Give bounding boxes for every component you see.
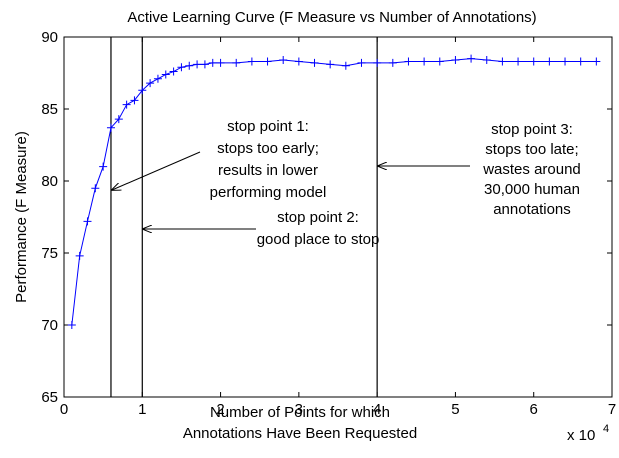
point-marker <box>99 162 108 171</box>
point-marker <box>169 67 178 76</box>
point-marker <box>482 56 491 65</box>
x-multiplier: x 10 <box>567 427 595 444</box>
point-marker <box>75 251 84 260</box>
annotation: stop point 3: <box>491 121 573 138</box>
point-marker <box>122 100 131 109</box>
point-marker <box>247 57 256 66</box>
point-marker <box>326 60 335 69</box>
point-marker <box>341 61 350 70</box>
point-marker <box>208 58 217 67</box>
x-tick-label: 5 <box>451 401 459 418</box>
x-tick-label: 4 <box>373 401 381 418</box>
plot-frame <box>63 36 613 398</box>
x-axis-label: Number of Points for which <box>210 404 390 421</box>
x-multiplier-exponent: 4 <box>603 423 609 435</box>
annotation: stop point 1: <box>227 118 309 135</box>
point-marker <box>146 79 155 88</box>
annotation: stops too late; <box>485 141 578 158</box>
y-tick-label: 70 <box>41 317 58 334</box>
point-marker <box>130 96 139 105</box>
point-marker <box>161 70 170 79</box>
x-axis-label: Annotations Have Been Requested <box>183 425 417 442</box>
annotation-arrow <box>112 151 201 190</box>
annotation: annotations <box>493 201 571 218</box>
point-marker <box>404 57 413 66</box>
point-marker <box>388 58 397 67</box>
point-marker <box>232 58 241 67</box>
point-marker <box>193 60 202 69</box>
point-marker <box>153 74 162 83</box>
x-tick-label: 3 <box>295 401 303 418</box>
point-marker <box>545 57 554 66</box>
point-marker <box>114 115 123 124</box>
point-marker <box>83 217 92 226</box>
point-marker <box>263 57 272 66</box>
x-tick-label: 1 <box>138 401 146 418</box>
annotation: performing model <box>210 184 327 201</box>
point-marker <box>279 56 288 65</box>
annotation: stop point 2: <box>277 209 359 226</box>
point-marker <box>357 58 366 67</box>
point-marker <box>177 63 186 72</box>
point-marker <box>216 58 225 67</box>
point-marker <box>67 321 76 329</box>
point-marker <box>294 57 303 66</box>
annotation: stops too early; <box>217 140 319 157</box>
point-marker <box>498 57 507 66</box>
point-marker <box>420 57 429 66</box>
annotation: good place to stop <box>257 231 380 248</box>
y-tick-label: 75 <box>41 245 58 262</box>
y-tick-label: 80 <box>41 173 58 190</box>
annotation: wastes around <box>482 161 581 178</box>
y-axis-label: Performance (F Measure) <box>13 131 30 303</box>
y-tick-label: 85 <box>41 101 58 118</box>
point-marker <box>91 184 100 193</box>
point-marker <box>106 123 115 132</box>
point-marker <box>451 56 460 65</box>
point-marker <box>200 60 209 69</box>
y-tick-label: 90 <box>41 29 58 46</box>
point-marker <box>310 58 319 67</box>
annotation: 30,000 human <box>484 181 580 198</box>
point-marker <box>435 57 444 66</box>
point-marker <box>185 61 194 70</box>
x-tick-label: 0 <box>60 401 68 418</box>
x-tick-label: 2 <box>216 401 224 418</box>
point-marker <box>561 57 570 66</box>
point-marker <box>373 58 382 67</box>
annotation: results in lower <box>218 162 318 179</box>
point-marker <box>592 57 601 66</box>
point-marker <box>138 86 147 95</box>
y-tick-label: 65 <box>41 389 58 406</box>
x-tick-label: 6 <box>530 401 538 418</box>
chart-title: Active Learning Curve (F Measure vs Numb… <box>127 9 536 26</box>
point-marker <box>576 57 585 66</box>
point-marker <box>514 57 523 66</box>
x-tick-label: 7 <box>608 401 616 418</box>
point-marker <box>467 54 476 63</box>
point-marker <box>529 57 538 66</box>
